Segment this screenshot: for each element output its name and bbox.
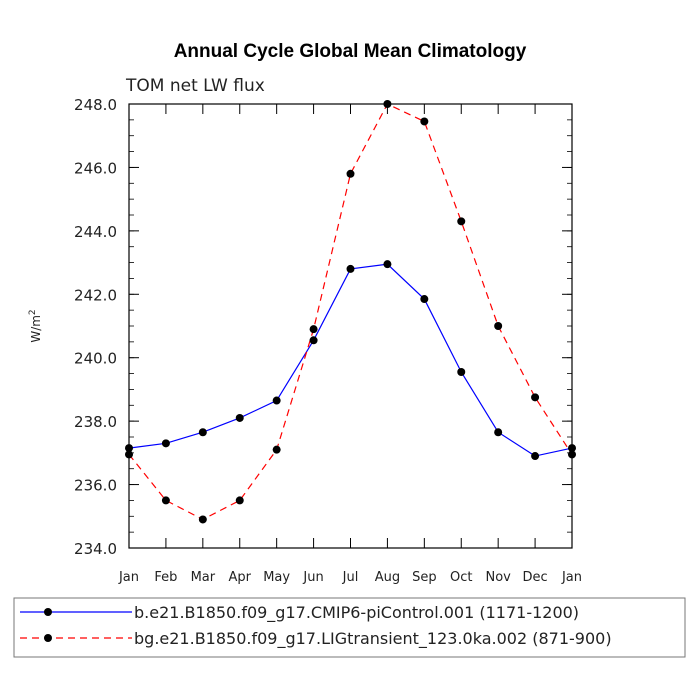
- y-tick-label: 242.0: [74, 286, 117, 304]
- series-2-point: [494, 322, 503, 330]
- series-1-point: [568, 444, 576, 453]
- x-tick-label: Nov: [485, 570, 511, 585]
- series-1-point: [235, 413, 244, 422]
- series-line-1: [128, 263, 573, 457]
- series-1-point: [346, 264, 355, 273]
- x-tick-label: Jan: [561, 570, 582, 585]
- series-2-point: [346, 169, 355, 178]
- series-1-point: [531, 452, 540, 461]
- y-tick-label: 246.0: [74, 159, 117, 177]
- series-1-point: [420, 295, 429, 304]
- series-2-point: [568, 450, 576, 459]
- series-2-point: [383, 100, 392, 108]
- x-tick-label: Jan: [118, 570, 139, 585]
- series-layer: [125, 100, 576, 524]
- x-tick-label: May: [263, 570, 290, 585]
- chart-subtitle: TOM net LW flux: [125, 76, 265, 96]
- legend-marker-1: [44, 608, 52, 616]
- legend-label-1: b.e21.B1850.f09_g17.CMIP6-piControl.001 …: [134, 603, 579, 623]
- series-1-point: [457, 367, 466, 376]
- series-2-point: [420, 117, 429, 126]
- x-tick-label: Jun: [302, 570, 323, 585]
- x-tick-label: Apr: [229, 570, 252, 585]
- x-tick-label: Jul: [342, 570, 359, 585]
- series-1-point: [383, 260, 392, 269]
- series-line-2: [128, 103, 573, 521]
- series-2-point: [309, 325, 318, 334]
- series-2-point: [235, 496, 244, 505]
- legend-box: [13, 597, 686, 658]
- x-tick-label: Oct: [450, 570, 472, 585]
- y-tick-label: 236.0: [74, 477, 117, 495]
- legend: b.e21.B1850.f09_g17.CMIP6-piControl.001 …: [13, 597, 686, 658]
- legend-label-2: bg.e21.B1850.f09_g17.LIGtransient_123.0k…: [134, 629, 612, 649]
- y-tick-label: 234.0: [74, 540, 117, 558]
- y-tick-label: 240.0: [74, 350, 117, 368]
- series-1-point: [494, 428, 503, 437]
- y-tick-label: 248.0: [74, 96, 117, 114]
- series-1-point: [309, 336, 318, 345]
- series-2-point: [198, 515, 207, 524]
- y-axis-label: W/m2: [28, 309, 43, 342]
- x-tick-label: Sep: [412, 570, 437, 585]
- series-1-point: [161, 439, 170, 448]
- series-2-point: [272, 445, 281, 454]
- chart-title: Annual Cycle Global Mean Climatology: [174, 41, 527, 62]
- x-tick-label: Aug: [375, 570, 400, 585]
- series-2-point: [125, 450, 133, 459]
- legend-marker-2: [44, 634, 52, 642]
- x-tick-label: Feb: [154, 570, 177, 585]
- x-tick-label: Mar: [191, 570, 216, 585]
- y-tick-label: 238.0: [74, 413, 117, 431]
- axes: 234.0 236.0 238.0 240.0 242.0 244.0 246.0 248.0…: [74, 96, 582, 585]
- series-1-point: [198, 428, 207, 437]
- series-2-point: [161, 496, 170, 505]
- series-1-point: [125, 444, 133, 453]
- series-1-point: [272, 396, 281, 405]
- y-tick-label: 244.0: [74, 223, 117, 241]
- series-2-point: [457, 217, 466, 226]
- x-tick-label: Dec: [523, 570, 548, 585]
- series-2-point: [531, 393, 540, 402]
